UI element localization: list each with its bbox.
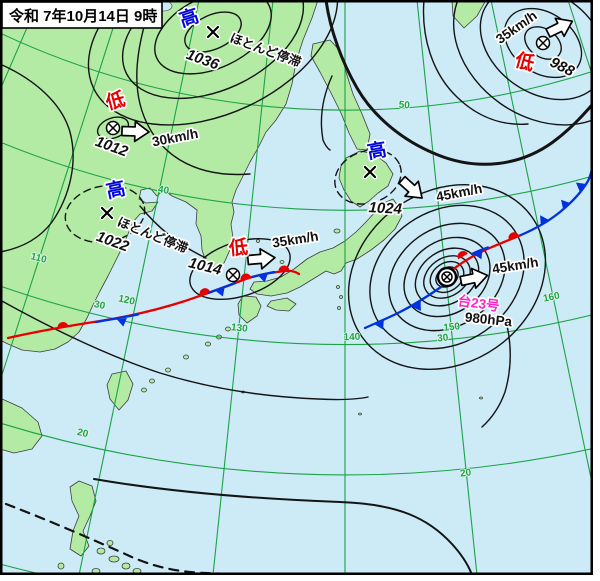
graticule-label: 40 (157, 184, 170, 197)
high-hokkaido-value: 1024 (368, 199, 403, 218)
low-center-mark (535, 35, 551, 51)
graticule-label: 160 (542, 290, 561, 304)
warm-front-bump (240, 273, 252, 281)
title-box: 令和 7年10月14日 9時 (1, 1, 163, 29)
graticule-label: 140 (343, 332, 360, 344)
isobar (139, 205, 207, 259)
graticule-label: 50 (398, 100, 410, 112)
cold-front-triangle (561, 199, 571, 210)
parallel-20n (2, 423, 591, 476)
shikoku (266, 297, 297, 312)
cold-front-triangle (258, 273, 268, 283)
low-1012-ring (96, 116, 130, 140)
map-frame (0, 0, 593, 575)
cold-front-triangle (215, 287, 225, 297)
meridian-150e (416, 2, 478, 573)
low-1014-ring (189, 238, 291, 300)
isobar (422, 2, 529, 125)
honshu (249, 198, 403, 297)
graticule-label: 110 (29, 251, 48, 266)
low-center-mark (105, 120, 121, 136)
kyushu (237, 295, 262, 324)
parallel-30n (2, 286, 591, 346)
warm-front-bump (508, 232, 520, 240)
high-1036-rings (87, 2, 339, 126)
graticule-label: 120 (117, 293, 136, 307)
stationary-front-east (449, 233, 523, 273)
land-masses (2, 2, 486, 573)
meridian-110e (2, 2, 122, 377)
system-marks (99, 17, 574, 289)
graticule-label: 30 (93, 299, 107, 312)
warm-front-bump (199, 288, 211, 296)
cold-front-triangle (374, 319, 384, 330)
trough-dashed-line (4, 502, 235, 573)
motion-arrow (459, 267, 489, 289)
cold-front-triangle (117, 317, 127, 327)
high-center-mark (99, 205, 115, 221)
graticule-label: 30 (437, 333, 449, 345)
graticule-label: 20 (460, 467, 473, 479)
kamchatka (451, 2, 486, 29)
meridian-130e (212, 2, 274, 573)
typhoon-center-mark (436, 266, 458, 288)
high-1024-ring (334, 149, 402, 205)
warm-front-bump (457, 251, 468, 260)
warm-front-bump (57, 322, 69, 329)
motion-arrow (246, 248, 276, 270)
fronts (6, 167, 591, 340)
isobar (481, 317, 511, 428)
high-1022-ring (64, 184, 146, 244)
motion-arrow (120, 120, 150, 143)
typhoon-pressure: 980hPa (464, 310, 513, 330)
graticule-label: 150 (443, 321, 461, 334)
chart-title: 令和 7年10月14日 9時 (9, 7, 157, 25)
motion-arrow (398, 175, 423, 199)
graticule-labels: 110 120 130 140 150 160 50 40 30 30 20 20 (29, 99, 562, 481)
meridian-170e (568, 2, 591, 73)
isobar-bold-1020 (324, 2, 591, 166)
cold-front-triangle (540, 215, 550, 226)
high-hokkaido-symbol: 高 (366, 138, 389, 164)
isobar (2, 64, 74, 253)
small-islands (57, 228, 483, 573)
isobar (320, 75, 333, 151)
isobar (93, 478, 473, 573)
parallel-50n (2, 33, 591, 111)
high-center-mark (205, 24, 221, 40)
motion-arrow (545, 17, 574, 38)
low-center-mark (225, 267, 241, 283)
cold-front-triangle (411, 300, 421, 312)
graticule-label: 20 (76, 427, 90, 440)
taiwan (106, 370, 134, 411)
parallel-40n (2, 142, 591, 211)
cold-front-triangle (473, 249, 483, 260)
isobar (136, 2, 251, 176)
parallel-10n (2, 563, 38, 573)
high-center-mark (362, 164, 378, 180)
cold-front-typhoon-sw (363, 285, 443, 330)
low-japan-symbol: 低 (227, 235, 249, 260)
isobar (2, 300, 369, 401)
luzon (69, 480, 97, 557)
cold-front-triangle (575, 182, 587, 192)
warm-front-bump (278, 265, 290, 272)
graticule-label: 130 (230, 322, 248, 335)
